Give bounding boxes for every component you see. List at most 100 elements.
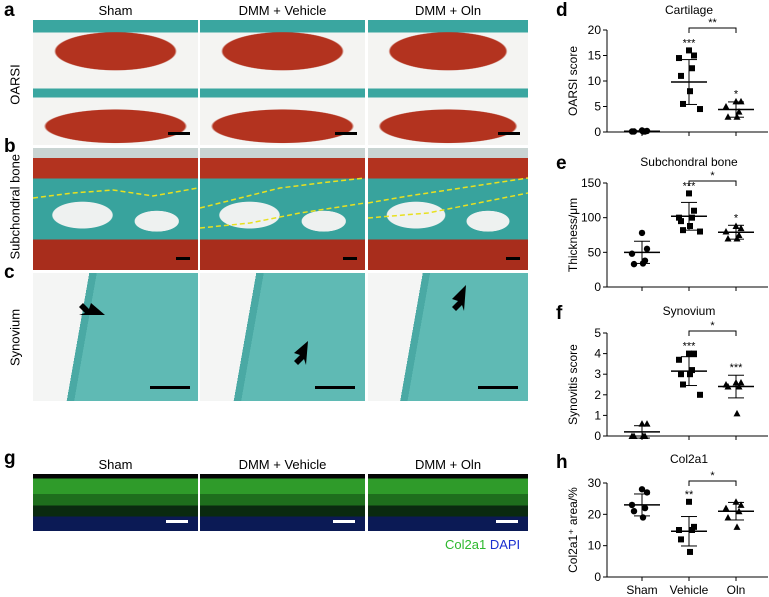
comparison-bracket (688, 330, 737, 336)
data-point (680, 100, 686, 107)
panel-label-h: h (556, 452, 568, 473)
comparison-significance: * (710, 170, 715, 182)
y-tick-label: 150 (581, 176, 601, 190)
y-axis-label: OARSI score (566, 46, 580, 116)
y-tick-label: 20 (588, 507, 602, 521)
data-point (643, 245, 651, 253)
column-header-sham: Sham (98, 3, 133, 18)
data-point (737, 97, 745, 105)
data-point (697, 228, 703, 235)
data-point (687, 222, 693, 229)
data-point (687, 88, 693, 95)
data-point (687, 548, 693, 555)
data-point (678, 536, 684, 543)
y-tick-label: 10 (588, 539, 602, 553)
column-header-oln-g: DMM + Oln (414, 457, 482, 472)
data-point (678, 371, 684, 378)
y-tick-label: 20 (588, 23, 602, 37)
significance-label: * (734, 88, 739, 100)
comparison-significance: * (710, 320, 715, 332)
data-point (643, 420, 651, 427)
panel-label-c: c (4, 262, 15, 283)
y-tick-label: 0 (594, 280, 601, 294)
data-point (724, 513, 732, 521)
data-point (722, 504, 730, 512)
data-point (639, 432, 647, 439)
comparison-bracket (688, 480, 737, 486)
y-axis-label: Col2a1⁺ area/% (566, 487, 580, 573)
data-point (676, 356, 682, 363)
fluorescence-oln (368, 474, 528, 531)
data-point (733, 409, 741, 417)
data-point (733, 113, 741, 120)
data-point (678, 218, 684, 225)
y-tick-label: 1 (594, 408, 601, 422)
comparison-bracket (688, 180, 737, 186)
significance-label: *** (730, 362, 744, 374)
y-tick-label: 15 (588, 49, 602, 63)
column-header-vehicle-g: DMM + Vehicle (238, 457, 327, 472)
data-point (733, 234, 741, 242)
data-point (630, 508, 638, 515)
arrow-icon (294, 341, 308, 365)
x-tick-label: Sham (626, 583, 657, 597)
panel-label-d: d (556, 0, 568, 21)
y-tick-label: 5 (594, 100, 601, 114)
micrograph-synovium-sham (33, 273, 198, 401)
data-point (630, 432, 638, 439)
y-tick-label: 5 (594, 326, 601, 340)
y-tick-label: 3 (594, 367, 601, 381)
comparison-bracket (688, 27, 737, 33)
chart-title: Col2a1 (670, 452, 708, 466)
data-point (691, 207, 697, 214)
panel-label-a: a (4, 0, 15, 21)
micrograph-subchondral-oln (368, 148, 528, 270)
significance-label: *** (683, 341, 697, 353)
significance-label: * (734, 212, 739, 224)
fluorescence-sham (33, 474, 198, 531)
significance-label: ** (685, 489, 694, 501)
y-tick-label: 30 (588, 476, 602, 490)
data-point (639, 514, 647, 521)
data-point (697, 106, 703, 113)
data-point (686, 350, 692, 357)
comparison-significance: * (710, 470, 715, 482)
panel-label-b: b (4, 136, 16, 157)
data-point (630, 260, 638, 268)
comparison-significance: ** (708, 17, 717, 29)
micrograph-synovium-vehicle (200, 273, 365, 401)
data-point (628, 250, 636, 257)
y-tick-label: 0 (594, 429, 601, 443)
data-point (724, 113, 732, 120)
y-axis-label: Thickness/μm (566, 198, 580, 272)
column-header-oln: DMM + Oln (414, 3, 482, 18)
data-point (722, 228, 730, 235)
data-point (686, 498, 692, 505)
fluorescence-vehicle (200, 474, 365, 531)
y-tick-label: 50 (588, 245, 602, 259)
data-point (689, 367, 695, 374)
data-point (676, 55, 682, 62)
data-point (686, 47, 692, 54)
x-tick-label: Oln (727, 583, 746, 597)
data-point (735, 108, 743, 115)
micrograph-oarsi-sham (33, 20, 198, 145)
data-point (724, 234, 732, 242)
significance-label: *** (683, 37, 697, 49)
y-tick-label: 0 (594, 570, 601, 584)
data-point (686, 190, 692, 197)
data-point (697, 391, 703, 398)
chart-title: Synovium (663, 304, 716, 318)
y-tick-label: 4 (594, 347, 601, 361)
data-point (732, 97, 740, 105)
data-point (689, 214, 695, 221)
data-point (676, 527, 682, 533)
data-point (689, 527, 695, 533)
panel-label-e: e (556, 153, 567, 174)
data-point (691, 350, 697, 357)
data-point (733, 523, 741, 530)
legend-col2a1: Col2a1 (445, 537, 487, 552)
data-point (687, 371, 693, 378)
